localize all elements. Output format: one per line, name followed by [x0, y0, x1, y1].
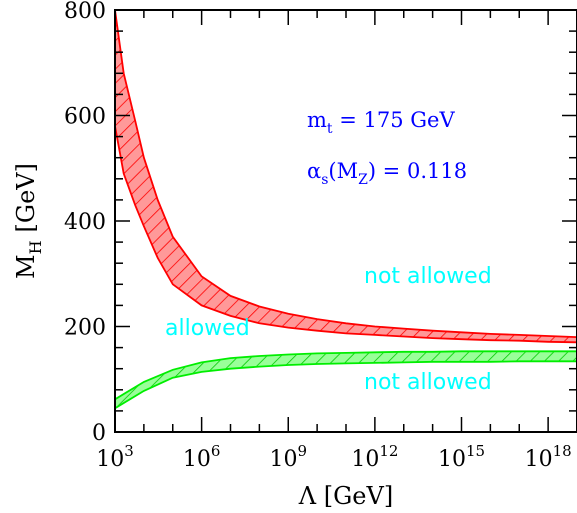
x-tick-label-base: 10 — [269, 447, 297, 472]
y-tick-label: 200 — [64, 316, 106, 341]
y-tick-label: 0 — [92, 421, 106, 446]
x-tick-label: 1012 — [351, 442, 398, 472]
x-tick-label-exp: 12 — [379, 442, 398, 460]
region-label-middle: allowed — [165, 316, 250, 341]
x-tick-label: 109 — [269, 442, 307, 472]
y-axis-title-main: M — [12, 254, 40, 279]
y-tick-label: 800 — [64, 0, 106, 24]
alpha-s-annotation: αs(MZ) = 0.118 — [307, 159, 467, 188]
x-tick-label: 106 — [183, 442, 221, 472]
y-axis-title-text: MH [GeV] — [12, 163, 45, 279]
x-tick-label-exp: 3 — [124, 442, 134, 460]
band-lower — [115, 350, 577, 410]
bands-layer — [115, 10, 577, 410]
x-tick-label: 1015 — [438, 442, 485, 472]
alpha-s-mid: (M — [328, 159, 358, 183]
top-mass-sub: t — [327, 121, 333, 137]
alpha-s-sub: s — [321, 172, 328, 188]
x-tick-label-base: 10 — [438, 447, 466, 472]
y-axis-title: MH [GeV] — [12, 163, 45, 279]
region-label-bottom: not allowed — [364, 370, 492, 395]
x-tick-label: 103 — [96, 442, 134, 472]
region-label-top: not allowed — [364, 264, 492, 289]
x-tick-label-exp: 6 — [211, 442, 221, 460]
x-tick-label-base: 10 — [96, 447, 124, 472]
alpha-s-sub-z: Z — [358, 172, 368, 188]
x-tick-label-exp: 18 — [553, 442, 572, 460]
alpha-s-symbol: α — [307, 159, 321, 183]
alpha-s-value: ) = 0.118 — [368, 159, 467, 183]
x-tick-label-exp: 15 — [466, 442, 485, 460]
x-tick-label-base: 10 — [183, 447, 211, 472]
x-tick-label-exp: 9 — [297, 442, 307, 460]
y-tick-label: 400 — [64, 210, 106, 235]
y-tick-label: 600 — [64, 105, 106, 130]
y-axis-title-sub: H — [26, 240, 45, 254]
top-mass-value: = 175 GeV — [333, 108, 456, 132]
top-mass-symbol: m — [307, 108, 327, 132]
x-tick-label-base: 10 — [351, 447, 379, 472]
x-tick-label-base: 10 — [525, 447, 553, 472]
x-axis-title: Λ [GeV] — [298, 482, 393, 510]
band-upper — [115, 10, 577, 344]
top-mass-annotation: mt = 175 GeV — [307, 108, 455, 137]
x-tick-label: 1018 — [525, 442, 572, 472]
y-axis-title-unit: [GeV] — [12, 163, 40, 232]
